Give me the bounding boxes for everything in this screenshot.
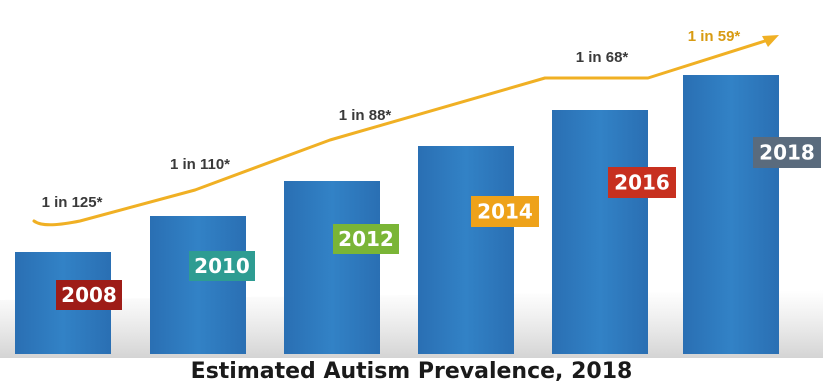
year-label-box [753, 137, 821, 168]
trend-label-5: 1 in 59* [688, 28, 741, 45]
chart-title: Estimated Autism Prevalence, 2018 [190, 359, 633, 384]
trend-line [32, 39, 767, 227]
year-label-text: 2008 [61, 283, 117, 307]
chart-plot-area: 2008 2010 2012 2014 2016 2018 1 in 125* 1 in 11… [0, 28, 823, 358]
year-label-2014: 2014 [471, 196, 539, 227]
trend-label-1: 1 in 125* [42, 194, 103, 211]
bar-2018 [683, 75, 779, 354]
bar-2010 [150, 216, 246, 354]
year-label-2008: 2008 [56, 280, 122, 310]
bar-2016 [552, 110, 648, 354]
year-label-2010: 2010 [189, 251, 255, 281]
bar-2012 [284, 181, 380, 354]
year-label-text: 2014 [477, 200, 533, 224]
trend-arrowhead [762, 35, 779, 47]
year-label-box [333, 224, 399, 254]
year-label-2018: 2018 [753, 137, 821, 168]
trend-label-2: 1 in 110* [170, 156, 230, 173]
year-label-box [56, 280, 122, 310]
year-label-text: 2012 [338, 227, 394, 251]
trend-label-4: 1 in 68* [576, 49, 629, 66]
trend-label-3: 1 in 88* [339, 107, 392, 124]
year-label-text: 2016 [614, 171, 670, 195]
year-label-box [189, 251, 255, 281]
year-label-box [608, 167, 676, 198]
bar-2014 [418, 146, 514, 354]
year-label-text: 2010 [194, 254, 250, 278]
year-label-text: 2018 [759, 141, 815, 165]
year-label-box [471, 196, 539, 227]
year-label-2012: 2012 [333, 224, 399, 254]
year-label-2016: 2016 [608, 167, 676, 198]
